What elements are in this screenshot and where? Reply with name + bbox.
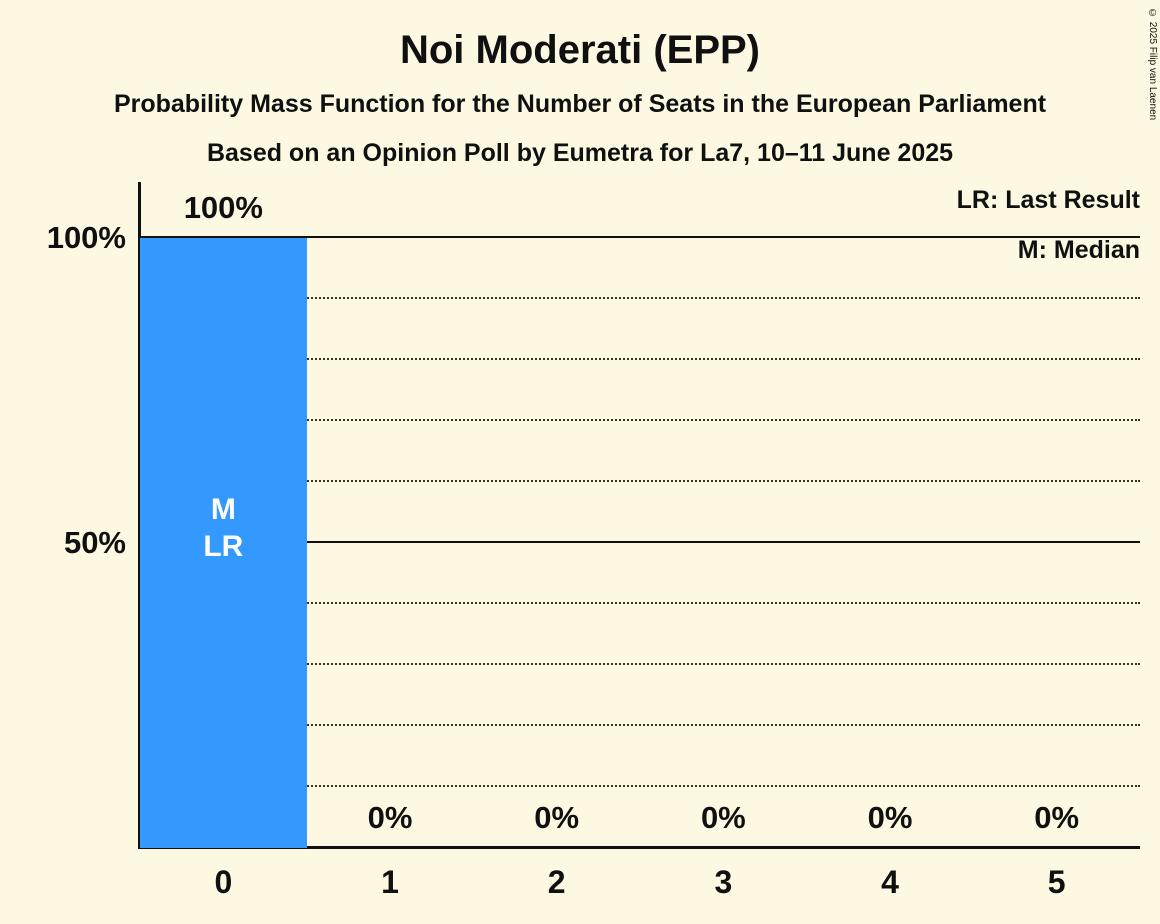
bar-value-label-4: 0% [867,800,913,835]
gridline-20 [140,724,1140,726]
y-tick-50: 50% [63,525,126,560]
x-tick-1: 1 [381,864,399,900]
y-axis-tick-labels: 100% 50% [0,220,126,848]
gridline-60 [140,480,1140,482]
gridline-90 [140,297,1140,299]
bars-container: 100% M LR 0% 0% 0% 0% 0% [140,190,1140,848]
legend-median: M: Median [1017,236,1140,264]
bar-value-label-5: 0% [1034,800,1080,835]
x-axis-line [138,846,1140,849]
y-tick-100: 100% [46,220,126,255]
x-tick-3: 3 [714,864,733,900]
gridline-80 [140,358,1140,360]
x-tick-0: 0 [214,864,233,900]
gridline-30 [140,663,1140,665]
bar-value-label-3: 0% [700,800,746,835]
bar-value-label-1: 0% [367,800,413,835]
x-tick-4: 4 [881,864,899,900]
x-tick-2: 2 [547,864,566,900]
bar-value-label-0: 100% [183,190,263,225]
bar-slot-4: 0% [807,238,974,848]
bar-slot-0: 100% M LR [140,190,307,848]
chart-source-line: Based on an Opinion Poll by Eumetra for … [206,139,954,167]
plot-area: 100% M LR 0% 0% 0% 0% 0% [140,190,1140,848]
gridline-50 [140,541,1140,543]
y-axis-line [138,182,141,848]
copyright-notice: © 2025 Filip van Laenen [1147,8,1158,121]
gridline-100 [140,236,1140,238]
bar-slot-5: 0% [973,238,1140,848]
bar-value-label-2: 0% [534,800,580,835]
bar-slot-1: 0% [307,238,474,848]
gridline-40 [140,602,1140,604]
legend-last-result: LR: Last Result [956,186,1140,214]
bar-seats-0 [140,238,307,848]
x-axis-tick-labels: 0 1 2 3 4 5 [140,864,1140,901]
chart-title: Noi Moderati (EPP) [399,28,761,72]
gridline-10 [140,785,1140,787]
bar-slot-2: 0% [473,238,640,848]
chart-subtitle: Probability Mass Function for the Number… [113,90,1047,118]
gridline-70 [140,419,1140,421]
bar-slot-3: 0% [640,238,807,848]
x-tick-5: 5 [1047,864,1066,900]
bar-annotation-0: M LR [203,493,244,564]
